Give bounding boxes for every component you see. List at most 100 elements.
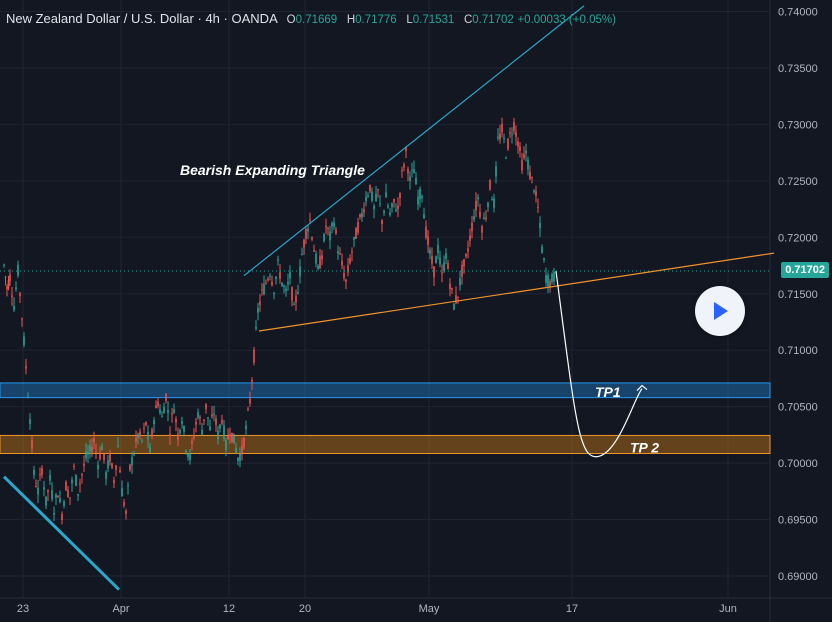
candle-body xyxy=(329,231,331,241)
candle-body xyxy=(469,235,471,241)
interval-label[interactable]: 4h xyxy=(205,11,220,26)
candle-body xyxy=(459,278,461,286)
candle-body xyxy=(243,437,245,448)
candle-body xyxy=(227,435,229,440)
candle-body xyxy=(163,406,165,414)
candle-body xyxy=(313,249,315,252)
candle-body xyxy=(141,439,143,441)
candle-body xyxy=(209,426,211,431)
trendline-lower[interactable] xyxy=(258,252,775,332)
symbol-title[interactable]: New Zealand Dollar / U.S. Dollar xyxy=(6,11,194,26)
candle-body xyxy=(83,463,85,466)
candle-body xyxy=(285,288,287,291)
tp1-label: TP1 xyxy=(595,384,621,400)
y-tick-label: 0.69000 xyxy=(778,571,818,583)
candle-body xyxy=(143,427,145,429)
x-tick-label: 20 xyxy=(299,603,311,615)
candle-body xyxy=(79,483,81,485)
candle-body xyxy=(435,256,437,264)
candle-body xyxy=(157,401,159,406)
candle-body xyxy=(407,168,409,174)
candle-body xyxy=(127,485,129,487)
candle-body xyxy=(201,429,203,435)
candle-body xyxy=(273,292,275,294)
candle-body xyxy=(185,450,187,452)
trendline-upper[interactable] xyxy=(243,5,585,277)
candle-body xyxy=(133,453,135,455)
candle-body xyxy=(27,396,29,398)
change-value: +0.00033 (+0.05%) xyxy=(517,14,616,26)
candle-body xyxy=(517,141,519,147)
candle-body xyxy=(169,433,171,436)
candle-body xyxy=(293,304,295,306)
candle-body xyxy=(415,177,417,185)
candle-body xyxy=(135,437,137,442)
x-tick-label: May xyxy=(419,603,440,615)
candle-body xyxy=(419,188,421,200)
candle-body xyxy=(339,253,341,255)
open-value: 0.71669 xyxy=(295,14,338,26)
candle-body xyxy=(267,278,269,281)
candle-body xyxy=(479,211,481,217)
source-label: OANDA xyxy=(231,11,278,26)
separator: · xyxy=(223,11,228,26)
candle-body xyxy=(425,226,427,238)
last-price-tag: 0.71702 xyxy=(781,262,829,278)
candle-body xyxy=(497,136,499,139)
triangle-annotation: Bearish Expanding Triangle xyxy=(180,162,365,178)
candle-body xyxy=(429,249,431,254)
candle-body xyxy=(423,214,425,219)
candle-body xyxy=(211,414,213,417)
candle-body xyxy=(381,220,383,225)
candle-body xyxy=(205,403,207,410)
candle-body xyxy=(441,272,443,274)
candle-body xyxy=(375,194,377,201)
candle-body xyxy=(481,226,483,233)
candle-body xyxy=(417,196,419,205)
candle-body xyxy=(323,234,325,242)
candle-body xyxy=(351,251,353,253)
projection-arrowhead xyxy=(636,384,648,392)
candle-body xyxy=(155,405,157,408)
candle-body xyxy=(257,307,259,313)
candle-body xyxy=(69,497,71,499)
candle-body xyxy=(477,197,479,200)
candle-body xyxy=(153,419,155,425)
candle-body xyxy=(259,301,261,305)
candle-body xyxy=(379,203,381,205)
candle-body xyxy=(327,227,329,230)
candle-body xyxy=(167,409,169,414)
candle-body xyxy=(511,134,513,136)
candle-body xyxy=(197,412,199,418)
x-tick-label: 17 xyxy=(566,603,578,615)
candle-body xyxy=(393,198,395,203)
candle-body xyxy=(347,265,349,273)
candle-body xyxy=(241,445,243,455)
candle-body xyxy=(495,166,497,177)
x-tick-label: Jun xyxy=(719,603,737,615)
candle-body xyxy=(75,474,77,486)
candle-body xyxy=(41,468,43,476)
candle-body xyxy=(465,254,467,257)
candle-body xyxy=(549,281,551,288)
projection-curve xyxy=(555,271,643,458)
candle-body xyxy=(281,282,283,286)
candle-body xyxy=(177,433,179,440)
trendline-long-term[interactable] xyxy=(2,475,121,591)
candle-body xyxy=(89,445,91,452)
candle-body xyxy=(403,164,405,168)
candle-body xyxy=(451,288,453,290)
y-tick-label: 0.69500 xyxy=(778,515,818,527)
candle-body xyxy=(159,409,161,413)
candle-body xyxy=(105,472,107,479)
play-button[interactable] xyxy=(695,286,745,336)
candle-body xyxy=(343,273,345,279)
candle-body xyxy=(357,222,359,233)
candle-body xyxy=(353,237,355,240)
candle-body xyxy=(335,229,337,234)
candle-body xyxy=(331,223,333,227)
candle-body xyxy=(29,419,31,425)
candle-body xyxy=(283,286,285,288)
candle-body xyxy=(355,228,357,239)
